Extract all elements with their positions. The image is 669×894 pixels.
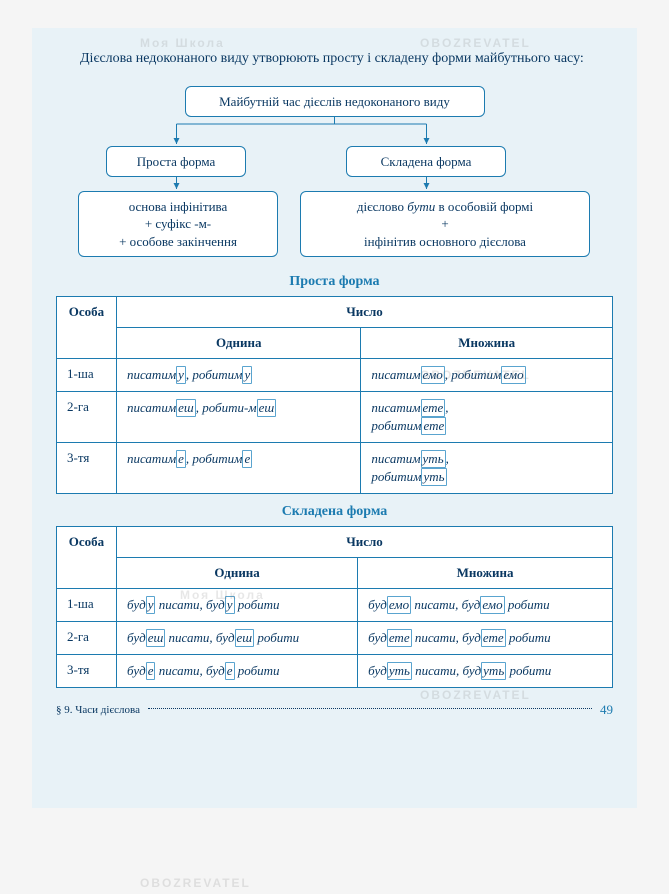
table-row: 1-шаписатиму, робитимуписатимемо, робити…	[57, 358, 613, 391]
cell-person: 1-ша	[57, 588, 117, 621]
table-row: 1-шабуду писати, буду робитибудемо писат…	[57, 588, 613, 621]
cell-singular: писатиме, робитиме	[117, 442, 361, 493]
table-row: 3-тябуде писати, буде робитибудуть писат…	[57, 654, 613, 687]
cell-singular: будеш писати, будеш робити	[117, 621, 358, 654]
th-person: Особа	[57, 526, 117, 588]
diagram-box-bottom-right: дієслово бути в особовій формі+інфінітив…	[300, 191, 590, 258]
page-number: 49	[600, 702, 613, 718]
th-plural: Множина	[361, 327, 613, 358]
diagram-box-top: Майбутній час дієслів недоконаного виду	[185, 86, 485, 118]
cell-plural: писатимете,робитимете	[361, 391, 613, 442]
cell-person: 1-ша	[57, 358, 117, 391]
cell-plural: будете писати, будете робити	[358, 621, 613, 654]
cell-person: 3-тя	[57, 442, 117, 493]
cell-singular: буде писати, буде робити	[117, 654, 358, 687]
footer-dots	[148, 708, 592, 709]
table1: Особа Число Однина Множина 1-шаписатиму,…	[56, 296, 613, 494]
diagram: Майбутній час дієслів недоконаного виду …	[56, 86, 613, 266]
cell-plural: будемо писати, будемо робити	[358, 588, 613, 621]
diagram-box-bottom-left: основа інфінітива+ суфікс -м-+ особове з…	[78, 191, 278, 258]
table-row: 3-тяписатиме, робитимеписатимуть,робитим…	[57, 442, 613, 493]
th-singular: Однина	[117, 327, 361, 358]
page-footer: § 9. Часи дієслова 49	[56, 702, 613, 718]
watermark-text: OBOZREVATEL	[140, 876, 251, 890]
cell-singular: писатимеш, робити-меш	[117, 391, 361, 442]
table-row: 2-гаписатимеш, робити-мешписатимете,роби…	[57, 391, 613, 442]
cell-person: 3-тя	[57, 654, 117, 687]
diagram-box-right: Складена форма	[346, 146, 506, 178]
cell-person: 2-га	[57, 621, 117, 654]
section-label: § 9. Часи дієслова	[56, 704, 140, 716]
page: Дієслова недоконаного виду утворюють про…	[32, 28, 637, 808]
intro-text: Дієслова недоконаного виду утворюють про…	[56, 48, 613, 70]
cell-plural: писатимемо, робитимемо	[361, 358, 613, 391]
table2-title: Складена форма	[56, 504, 613, 520]
th-plural: Множина	[358, 557, 613, 588]
cell-person: 2-га	[57, 391, 117, 442]
diagram-box-left: Проста форма	[106, 146, 246, 178]
th-number: Число	[117, 296, 613, 327]
cell-plural: будуть писати, будуть робити	[358, 654, 613, 687]
table1-title: Проста форма	[56, 274, 613, 290]
cell-plural: писатимуть,робитимуть	[361, 442, 613, 493]
cell-singular: буду писати, буду робити	[117, 588, 358, 621]
cell-singular: писатиму, робитиму	[117, 358, 361, 391]
table-row: 2-габудеш писати, будеш робитибудете пис…	[57, 621, 613, 654]
th-person: Особа	[57, 296, 117, 358]
th-number: Число	[117, 526, 613, 557]
table2: Особа Число Однина Множина 1-шабуду писа…	[56, 526, 613, 688]
th-singular: Однина	[117, 557, 358, 588]
